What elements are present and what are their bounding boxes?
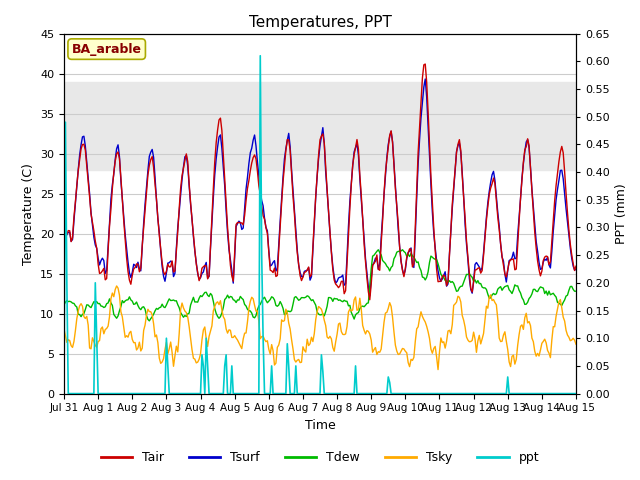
Y-axis label: Temperature (C): Temperature (C) xyxy=(22,163,35,264)
Bar xyxy=(64,82,576,169)
Text: BA_arable: BA_arable xyxy=(72,43,141,56)
X-axis label: Time: Time xyxy=(305,419,335,432)
Title: Temperatures, PPT: Temperatures, PPT xyxy=(248,15,392,30)
Y-axis label: PPT (mm): PPT (mm) xyxy=(615,183,628,244)
Legend: Tair, Tsurf, Tdew, Tsky, ppt: Tair, Tsurf, Tdew, Tsky, ppt xyxy=(96,446,544,469)
